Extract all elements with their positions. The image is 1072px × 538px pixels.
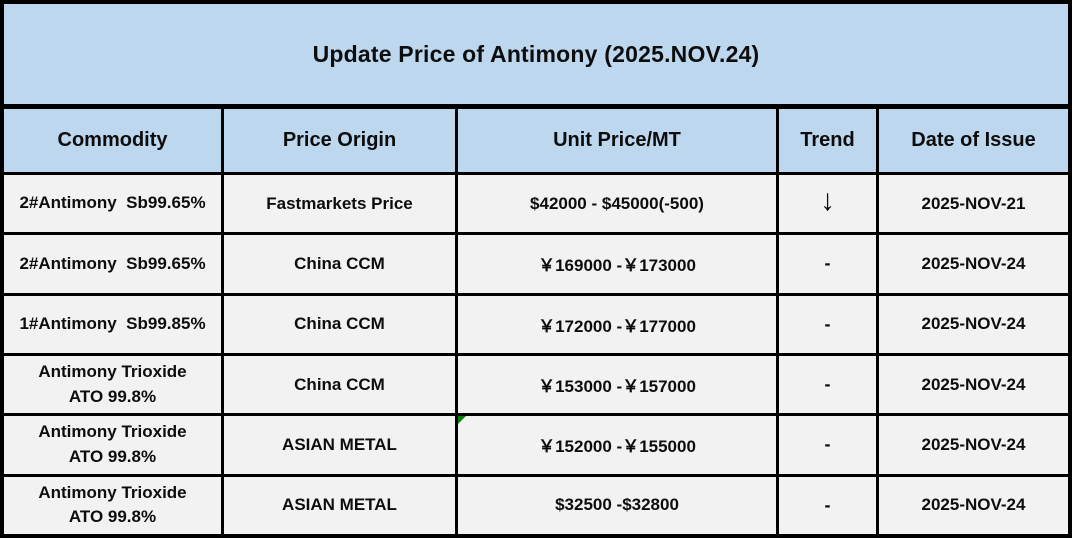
table-row: Antimony Trioxide ATO 99.8% China CCM ￥1… xyxy=(4,355,1068,414)
unit-price-cell: $32500 -$32800 xyxy=(458,476,776,534)
unit-price-cell: ￥152000 -￥155000 xyxy=(458,416,776,474)
date-cell: 2025-NOV-24 xyxy=(879,476,1068,534)
table-title: Update Price of Antimony (2025.NOV.24) xyxy=(4,4,1068,106)
unit-price-cell: ￥169000 -￥173000 xyxy=(458,235,776,293)
unit-price-cell: $42000 - $45000(-500) xyxy=(458,175,776,233)
table-row: 1#Antimony Sb99.85% China CCM ￥172000 -￥… xyxy=(4,295,1068,353)
commodity-cell: Antimony Trioxide ATO 99.8% xyxy=(4,416,221,474)
price-origin-cell: ASIAN METAL xyxy=(224,416,455,474)
trend-cell: - xyxy=(779,355,876,414)
date-cell: 2025-NOV-24 xyxy=(879,355,1068,414)
price-origin-cell: China CCM xyxy=(224,295,455,353)
unit-price-cell: ￥153000 -￥157000 xyxy=(458,355,776,414)
commodity-cell: 1#Antimony Sb99.85% xyxy=(4,295,221,353)
price-origin-cell: ASIAN METAL xyxy=(224,476,455,534)
commodity-cell: 2#Antimony Sb99.65% xyxy=(4,235,221,293)
trend-cell: - xyxy=(779,295,876,353)
table-row: 2#Antimony Sb99.65% China CCM ￥169000 -￥… xyxy=(4,235,1068,293)
trend-cell: - xyxy=(779,476,876,534)
trend-cell: - xyxy=(779,416,876,474)
date-cell: 2025-NOV-24 xyxy=(879,416,1068,474)
commodity-cell: Antimony Trioxide ATO 99.8% xyxy=(4,476,221,534)
header-commodity: Commodity xyxy=(4,109,221,172)
date-cell: 2025-NOV-24 xyxy=(879,295,1068,353)
date-cell: 2025-NOV-21 xyxy=(879,175,1068,233)
trend-down-arrow-icon: ↓ xyxy=(779,175,876,233)
header-trend: Trend xyxy=(779,109,876,172)
price-origin-cell: China CCM xyxy=(224,355,455,414)
table-row: 2#Antimony Sb99.65% Fastmarkets Price $4… xyxy=(4,175,1068,233)
price-origin-cell: Fastmarkets Price xyxy=(224,175,455,233)
excel-error-corner-marker xyxy=(458,416,466,425)
date-cell: 2025-NOV-24 xyxy=(879,235,1068,293)
table-row: Antimony Trioxide ATO 99.8% ASIAN METAL … xyxy=(4,476,1068,534)
unit-price-cell: ￥172000 -￥177000 xyxy=(458,295,776,353)
table-row: Antimony Trioxide ATO 99.8% ASIAN METAL … xyxy=(4,416,1068,474)
commodity-cell: 2#Antimony Sb99.65% xyxy=(4,175,221,233)
header-price-origin: Price Origin xyxy=(224,109,455,172)
header-row: Commodity Price Origin Unit Price/MT Tre… xyxy=(4,109,1068,172)
header-unit-price: Unit Price/MT xyxy=(458,109,776,172)
trend-cell: - xyxy=(779,235,876,293)
commodity-cell: Antimony Trioxide ATO 99.8% xyxy=(4,355,221,414)
unit-price-value: ￥152000 -￥155000 xyxy=(538,437,696,457)
header-date-of-issue: Date of Issue xyxy=(879,109,1068,172)
price-origin-cell: China CCM xyxy=(224,235,455,293)
